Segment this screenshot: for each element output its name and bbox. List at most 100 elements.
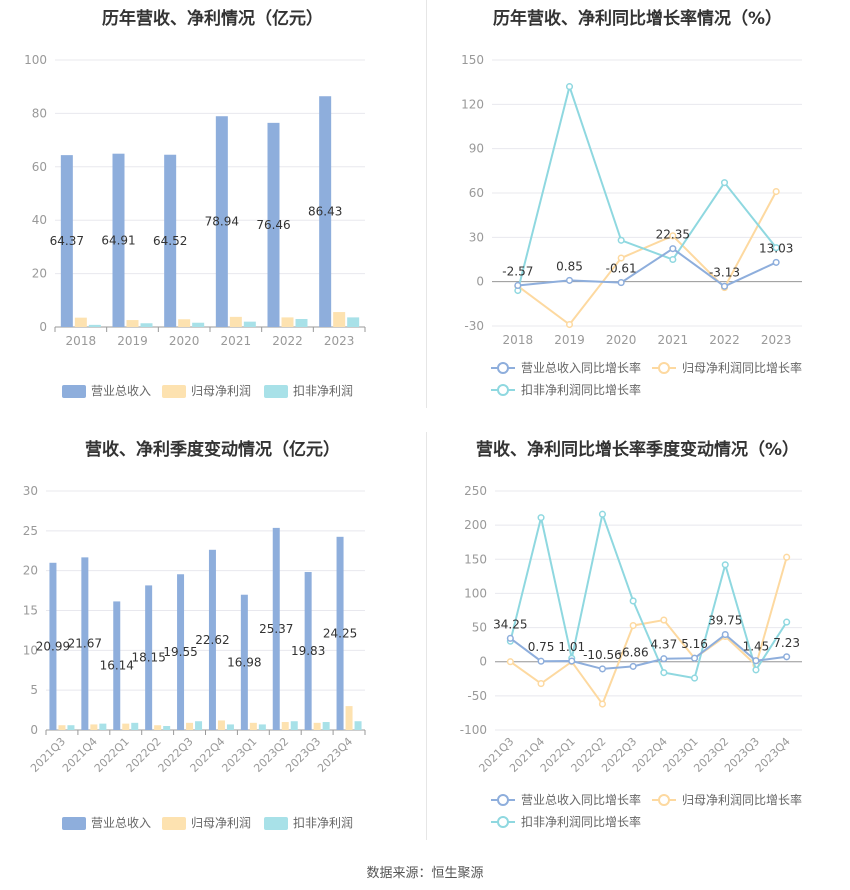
- bar: [195, 721, 203, 730]
- legend-label: 营业总收入同比增长率: [521, 360, 641, 375]
- x-tick-label: 2023: [761, 333, 792, 347]
- divider-top: [426, 0, 427, 408]
- bar: [74, 317, 87, 327]
- x-tick-label: 2021: [658, 333, 689, 347]
- annual-growth-svg: -30 0 30 60 90 120 150 2018 2019 2020 2021 2022 2023…: [461, 53, 802, 397]
- bar: [290, 721, 298, 730]
- bar: [99, 723, 107, 730]
- data-label: 76.46: [256, 218, 290, 232]
- legend-swatch: [162, 385, 186, 398]
- y-tick-label: 5: [30, 683, 38, 697]
- data-point: [783, 653, 791, 661]
- data-label: 5.16: [681, 637, 708, 651]
- data-point: [506, 634, 514, 642]
- data-label: 19.55: [163, 645, 197, 659]
- y-tick-label: 150: [464, 552, 487, 566]
- chart-title: 历年营收、净利情况（亿元）: [102, 9, 323, 29]
- y-tick-label: 0: [30, 723, 38, 737]
- data-label: 24.25: [323, 626, 357, 640]
- bar: [281, 317, 294, 327]
- data-label: 4.37: [650, 638, 677, 652]
- legend-swatch-marker: [658, 794, 670, 806]
- data-point: [772, 258, 780, 266]
- x-tick-label: 2018: [503, 333, 534, 347]
- chart-title: 营收、净利同比增长率季度变动情况（%）: [475, 440, 800, 460]
- data-point: [720, 282, 729, 290]
- bar: [249, 722, 257, 730]
- bar: [154, 725, 162, 730]
- legend-swatch: [264, 385, 288, 398]
- legend-swatch: [264, 817, 288, 830]
- bar: [113, 601, 121, 730]
- x-tick-label: 2020: [606, 333, 637, 347]
- data-point: [721, 631, 729, 639]
- bar: [122, 723, 130, 730]
- data-point: [691, 674, 699, 682]
- data-label: 0.75: [528, 640, 555, 654]
- bar: [81, 557, 89, 730]
- divider-bottom: [426, 432, 427, 840]
- y-tick-label: 30: [23, 484, 38, 498]
- bar: [322, 722, 330, 730]
- annual-amount-svg: 0 20 40 60 80 100 2018 2019 2020 2021 2022 2023 64.3…: [24, 53, 366, 398]
- data-point: [691, 654, 699, 662]
- bar: [60, 155, 73, 327]
- data-label: 18.15: [131, 651, 165, 665]
- chart-title: 历年营收、净利同比增长率情况（%）: [492, 9, 783, 29]
- data-label: -0.61: [606, 262, 637, 276]
- bar: [226, 724, 234, 730]
- y-tick-label: 120: [461, 97, 484, 111]
- data-label: 7.23: [773, 636, 800, 650]
- y-tick-label: 0: [39, 320, 47, 334]
- data-point: [752, 666, 760, 674]
- data-label: 78.94: [205, 215, 239, 229]
- legend-swatch-marker: [658, 362, 670, 374]
- x-tick-label: 2019: [554, 333, 585, 347]
- bar: [267, 122, 280, 327]
- legend-label: 扣非净利润: [293, 816, 353, 830]
- y-tick-label: 0: [476, 275, 484, 289]
- bar: [131, 722, 139, 730]
- data-label: 64.91: [101, 233, 135, 247]
- legend-swatch-marker: [497, 794, 509, 806]
- data-point: [598, 510, 606, 518]
- data-point: [629, 621, 637, 630]
- legend-label: 归母净利润同比增长率: [682, 792, 802, 807]
- series-line: [517, 191, 778, 326]
- x-tick-label: 2022: [709, 333, 740, 347]
- y-tick-label: 15: [23, 604, 38, 618]
- bar: [164, 154, 177, 327]
- data-label: 0.85: [556, 259, 583, 273]
- data-label: -10.56: [583, 648, 622, 662]
- data-point: [752, 657, 760, 665]
- legend-label: 归母净利润: [191, 816, 251, 830]
- y-tick-label: 20: [23, 564, 38, 578]
- quarterly-growth-svg: -100-500501001502002502021Q32021Q42022Q1…: [460, 484, 802, 829]
- bar: [258, 724, 266, 730]
- y-tick-label: 250: [464, 484, 487, 498]
- bar: [345, 706, 353, 730]
- bar: [215, 116, 228, 328]
- data-label: 39.75: [708, 614, 742, 628]
- legend-swatch-marker: [497, 362, 509, 374]
- series-line: [517, 247, 777, 288]
- bar: [177, 574, 185, 730]
- legend-swatch-marker: [497, 816, 509, 828]
- y-tick-label: -100: [460, 723, 487, 737]
- x-tick-label: 2023Q4: [315, 735, 355, 775]
- data-label: 64.37: [50, 234, 84, 248]
- data-point: [537, 514, 545, 522]
- bar: [208, 549, 216, 730]
- series-line: [516, 83, 777, 291]
- data-point: [660, 669, 668, 677]
- bar: [354, 721, 362, 730]
- legend-swatch: [162, 817, 186, 830]
- bar: [186, 722, 194, 730]
- data-label: 1.45: [743, 640, 770, 654]
- y-tick-label: 60: [32, 160, 47, 174]
- legend-label: 扣非净利润: [293, 384, 353, 398]
- y-tick-label: 150: [461, 53, 484, 67]
- legend-swatch-marker: [497, 384, 509, 396]
- bar: [90, 724, 98, 730]
- legend-label: 营业总收入同比增长率: [521, 792, 641, 807]
